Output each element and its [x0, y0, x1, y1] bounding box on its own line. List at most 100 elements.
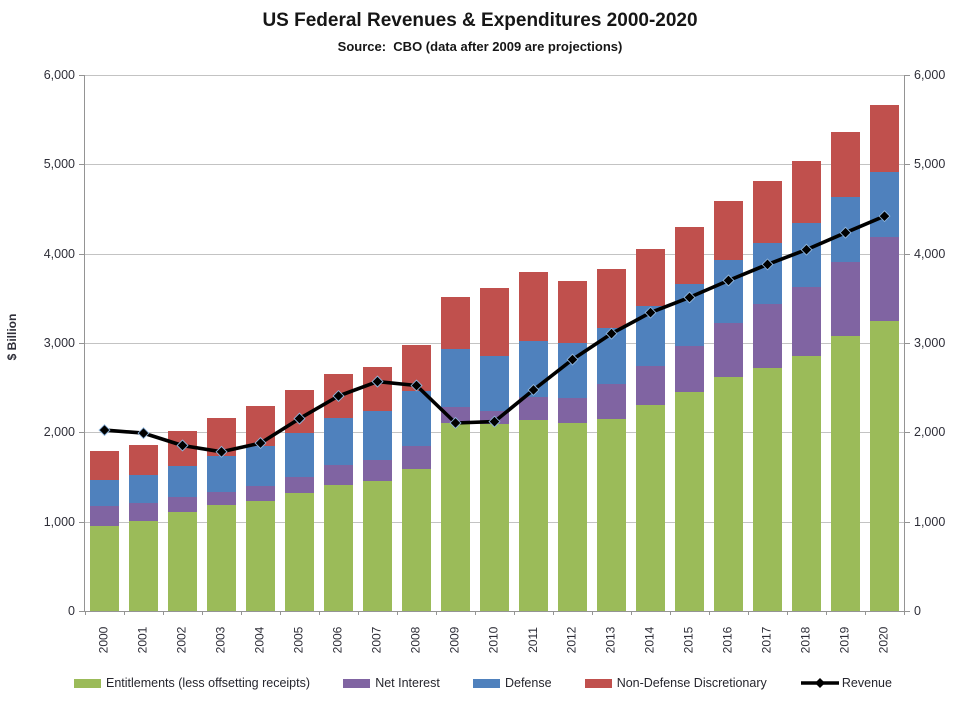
bar-stack-2002 [168, 431, 197, 611]
y-tick-label-right: 5,000 [914, 157, 946, 171]
bar-segment [675, 391, 704, 611]
revenue-point [137, 427, 150, 440]
x-tick [514, 611, 515, 615]
legend-label: Defense [504, 676, 552, 690]
x-tick-label: 2011 [525, 627, 540, 653]
y-tick [905, 522, 910, 523]
x-tick-label: 2013 [603, 626, 618, 654]
bar-segment [363, 367, 392, 412]
bar-stack-2010 [480, 288, 509, 611]
y-tick [79, 164, 84, 165]
bar-stack-2020 [870, 105, 899, 611]
bar-segment [402, 445, 431, 469]
x-tick [670, 611, 671, 615]
x-tick-label: 2004 [252, 626, 267, 654]
bar-segment [402, 468, 431, 611]
y-tick [905, 343, 910, 344]
revenue-point [605, 327, 618, 340]
x-tick-label: 2008 [408, 626, 423, 654]
y-tick-label-right: 2,000 [914, 425, 946, 439]
revenue-point [176, 439, 189, 452]
bar-segment [90, 506, 119, 527]
legend-item: Entitlements (less offsetting receipts) [74, 676, 310, 690]
bar-segment [168, 465, 197, 497]
bar-segment [285, 493, 314, 611]
bar-segment [597, 418, 626, 611]
y-tick [905, 254, 910, 255]
bar-segment [597, 268, 626, 328]
revenue-point [449, 416, 462, 429]
y-tick-label-left: 2,000 [43, 425, 75, 439]
x-tick [592, 611, 593, 615]
bar-segment [753, 243, 782, 305]
x-tick-label: 2018 [798, 626, 813, 654]
x-tick [202, 611, 203, 615]
bar-segment [597, 383, 626, 419]
y-tick-label-left: 5,000 [43, 157, 75, 171]
bar-segment [831, 132, 860, 197]
x-tick [358, 611, 359, 615]
bar-segment [246, 445, 275, 487]
bar-segment [207, 491, 236, 506]
bar-segment [558, 398, 587, 424]
bar-segment [90, 479, 119, 507]
revenue-line-layer [98, 210, 891, 458]
x-tick [709, 611, 710, 615]
x-tick [280, 611, 281, 615]
y-tick [79, 343, 84, 344]
x-tick-label: 2015 [681, 626, 696, 654]
x-tick-label: 2002 [174, 626, 189, 654]
revenue-point [878, 210, 891, 223]
bar-segment [831, 262, 860, 337]
bar-segment [636, 405, 665, 611]
x-tick-label: 2017 [759, 626, 774, 654]
bar-segment [480, 424, 509, 611]
x-tick-label: 2019 [837, 626, 852, 654]
x-tick-label: 2016 [720, 626, 735, 654]
bar-segment [129, 444, 158, 476]
bar-segment [246, 500, 275, 611]
bar-segment [441, 406, 470, 424]
y-tick [79, 611, 84, 612]
y-tick-label-left: 3,000 [43, 336, 75, 350]
bar-segment [246, 486, 275, 501]
bar-segment [870, 105, 899, 172]
x-tick [319, 611, 320, 615]
bar-segment [90, 451, 119, 480]
bar-stack-2014 [636, 248, 665, 611]
bar-stack-2008 [402, 344, 431, 611]
bar-segment [480, 355, 509, 411]
bar-segment [675, 226, 704, 285]
legend-label: Entitlements (less offsetting receipts) [106, 676, 311, 690]
x-tick [436, 611, 437, 615]
bar-stack-2009 [441, 297, 470, 611]
bar-stack-2001 [129, 444, 158, 611]
bar-segment [636, 248, 665, 306]
revenue-point [683, 291, 696, 304]
y-tick-label-left: 0 [68, 604, 75, 618]
bar-segment [90, 526, 119, 611]
bar-stack-2016 [714, 201, 743, 611]
y-axis-title: $ Billion [5, 313, 19, 361]
bar-stack-2004 [246, 406, 275, 611]
bar-segment [714, 201, 743, 261]
y-tick-label-right: 6,000 [914, 68, 946, 82]
bar-segment [129, 475, 158, 503]
bar-segment [792, 161, 821, 224]
legend: Entitlements (less offsetting receipts) N… [74, 676, 892, 690]
x-tick-label: 2014 [642, 626, 657, 654]
legend-swatch [343, 678, 371, 688]
x-tick-label: 2000 [96, 626, 111, 654]
x-tick-label: 2006 [330, 626, 345, 654]
bar-stack-2007 [363, 367, 392, 611]
bar-segment [753, 368, 782, 611]
bar-segment [285, 432, 314, 477]
chart-subtitle: Source: CBO (data after 2009 are project… [337, 39, 623, 54]
y-tick [905, 611, 910, 612]
revenue-point [566, 353, 579, 366]
x-tick [865, 611, 866, 615]
gridline [85, 75, 904, 76]
bar-segment [285, 476, 314, 494]
x-axis-labels: 2000 2001 2002 2003 2004 2005 2006 2007 2008 2009… [84, 615, 903, 667]
legend-label: Non-Defense Discretionary [616, 676, 767, 690]
